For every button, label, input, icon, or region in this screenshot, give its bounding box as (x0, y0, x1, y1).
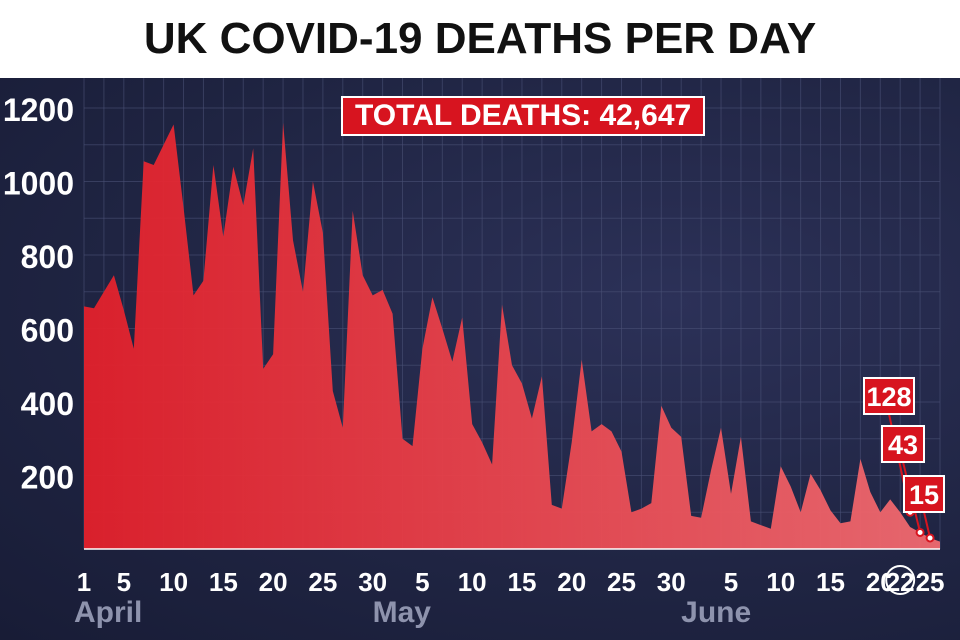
x-tick-label: 15 (816, 567, 845, 597)
chart-title: UK COVID-19 DEATHS PER DAY (143, 14, 817, 63)
x-tick-label: 20 (557, 567, 586, 597)
month-label: May (373, 596, 432, 629)
y-tick-label: 600 (21, 313, 74, 349)
annotation-box (903, 475, 945, 513)
y-tick-label: 1000 (3, 166, 74, 202)
total-deaths-badge: TOTAL DEATHS: 42,647 (341, 96, 706, 136)
x-tick-label: 30 (358, 567, 387, 597)
x-tick-label: 20 (259, 567, 288, 597)
month-label: April (74, 596, 142, 629)
x-tick-label: 25 (916, 567, 945, 597)
x-tick-label: 30 (657, 567, 686, 597)
highlight-day-circle (885, 565, 916, 595)
x-tick-label: 15 (209, 567, 238, 597)
y-tick-label: 800 (21, 239, 74, 275)
x-tick-label: 15 (507, 567, 536, 597)
y-tick-label: 400 (21, 386, 74, 422)
annotation-point (915, 527, 925, 537)
y-tick-label: 1200 (3, 92, 74, 128)
annotation-label: 43 (888, 430, 918, 460)
annotation-box (881, 425, 925, 463)
x-tick-label: 5 (117, 567, 131, 597)
x-tick-label: 1 (77, 567, 91, 597)
x-tick-label: 25 (308, 567, 337, 597)
month-label: June (681, 596, 751, 629)
annotation-label: 15 (909, 480, 939, 510)
x-tick-label: 10 (766, 567, 795, 597)
annotation-label: 128 (866, 382, 911, 412)
x-tick-label: 10 (458, 567, 487, 597)
annotation-point (925, 533, 935, 543)
x-tick-label: 5 (415, 567, 429, 597)
annotation-box (863, 377, 915, 415)
x-tick-label: 22 (886, 567, 915, 597)
x-tick-label: 5 (724, 567, 738, 597)
y-tick-label: 200 (21, 460, 74, 496)
x-tick-label: 25 (607, 567, 636, 597)
deaths-area (84, 122, 940, 549)
title-bar: UK COVID-19 DEATHS PER DAY (0, 0, 960, 78)
x-tick-label: 10 (159, 567, 188, 597)
